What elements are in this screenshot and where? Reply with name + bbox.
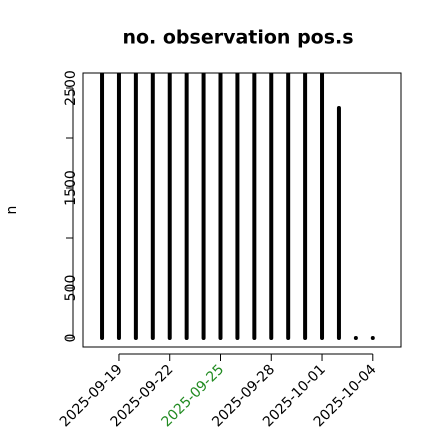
y-axis-label: n: [4, 206, 20, 215]
y-tick-label: 1500: [63, 170, 79, 206]
chart-title: no. observation pos.s: [122, 27, 353, 49]
plot-frame: [82, 72, 402, 348]
marks: [100, 73, 375, 340]
y-tick-label: 2500: [63, 70, 79, 106]
y-tick-label: 0: [63, 334, 79, 343]
y-tick-label: 500: [63, 275, 79, 302]
